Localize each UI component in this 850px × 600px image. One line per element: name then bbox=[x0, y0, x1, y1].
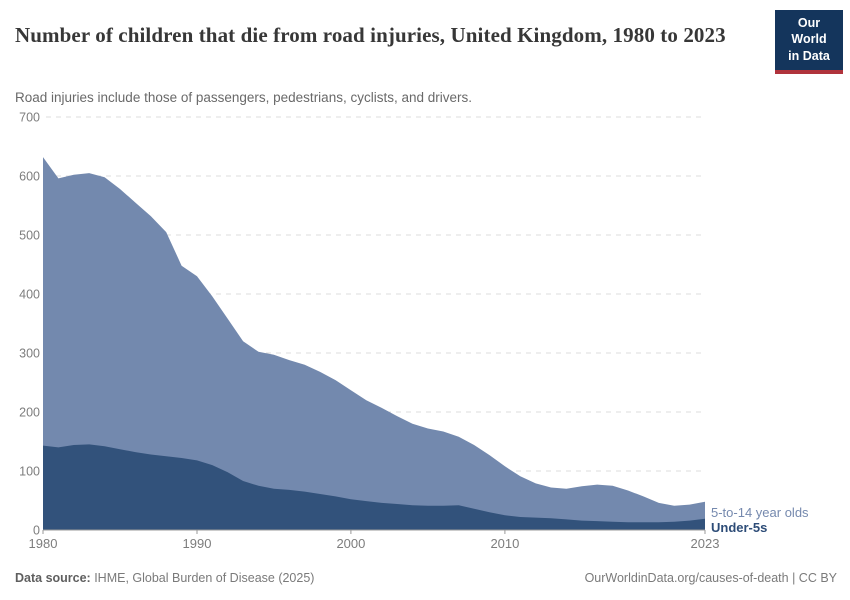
chart-subtitle: Road injuries include those of passenger… bbox=[15, 89, 472, 105]
y-axis-tick-label: 700 bbox=[19, 111, 40, 125]
owid-logo-line1: Our World bbox=[791, 16, 827, 47]
page-title: Number of children that die from road in… bbox=[15, 23, 726, 48]
y-axis-tick-label: 200 bbox=[19, 406, 40, 420]
x-axis-tick-label: 1980 bbox=[29, 536, 58, 551]
y-axis-tick-label: 400 bbox=[19, 288, 40, 302]
y-axis-tick-label: 300 bbox=[19, 347, 40, 361]
legend-label-under-5s: Under-5s bbox=[711, 520, 767, 535]
y-axis-tick-label: 100 bbox=[19, 465, 40, 479]
stacked-area-chart: 0 100 200 300 400 500 600 700 1980 1990 2000 2010 20… bbox=[19, 111, 809, 552]
y-axis-tick-label: 600 bbox=[19, 170, 40, 184]
credit-line: OurWorldinData.org/causes-of-death | CC … bbox=[584, 571, 837, 585]
x-axis-tick-label: 2023 bbox=[691, 536, 720, 551]
area-5-to-14-year-olds bbox=[43, 157, 705, 530]
y-axis-tick-label: 0 bbox=[33, 524, 40, 538]
data-source-value: IHME, Global Burden of Disease (2025) bbox=[90, 571, 315, 585]
x-axis-tick-label: 1990 bbox=[183, 536, 212, 551]
data-source: Data source: IHME, Global Burden of Dise… bbox=[15, 571, 314, 585]
owid-logo-line2: in Data bbox=[788, 48, 830, 63]
x-axis-tick-label: 2010 bbox=[490, 536, 519, 551]
x-axis-tick-label: 2000 bbox=[336, 536, 365, 551]
area-under-5s bbox=[43, 444, 705, 530]
footer: Data source: IHME, Global Burden of Dise… bbox=[15, 571, 837, 585]
data-source-label: Data source: bbox=[15, 571, 91, 585]
y-axis-tick-label: 500 bbox=[19, 229, 40, 243]
legend-label-5-to-14-year-olds: 5-to-14 year olds bbox=[711, 505, 809, 520]
owid-logo: Our World in Data bbox=[775, 10, 843, 74]
